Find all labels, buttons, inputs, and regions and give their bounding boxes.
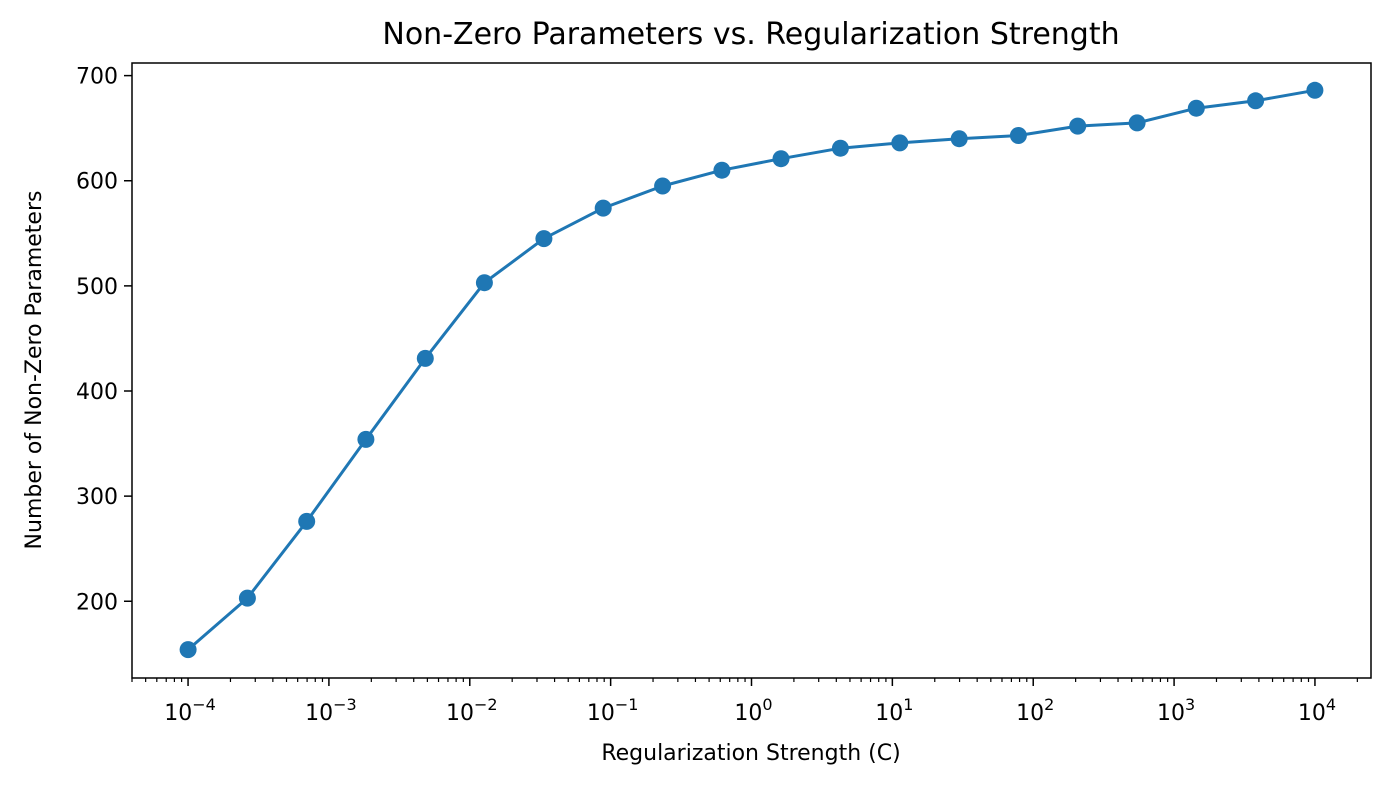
y-tick-label: 400: [76, 380, 118, 405]
x-tick-label: 101: [875, 695, 913, 726]
x-axis-label: Regularization Strength (C): [601, 741, 900, 766]
x-tick-label: 103: [1157, 695, 1195, 726]
x-tick-label: 100: [734, 695, 772, 726]
data-point: [831, 139, 849, 157]
x-tick-label: 10−2: [446, 695, 498, 726]
x-tick-label: 102: [1016, 695, 1054, 726]
series-line: [187, 88, 1316, 651]
data-point: [1069, 117, 1087, 135]
data-point: [1128, 114, 1146, 132]
x-tick-label: 104: [1298, 695, 1336, 726]
chart-title: Non-Zero Parameters vs. Regularization S…: [382, 17, 1119, 52]
data-point: [1247, 92, 1265, 110]
data-point: [357, 430, 375, 448]
y-tick-label: 300: [76, 485, 118, 510]
data-point: [772, 150, 790, 168]
y-axis-label: Number of Non-Zero Parameters: [22, 191, 47, 550]
y-tick-label: 600: [76, 170, 118, 195]
data-point: [238, 589, 256, 607]
data-point: [179, 641, 197, 659]
data-point: [298, 512, 316, 530]
data-point: [1306, 81, 1324, 99]
data-point: [891, 134, 909, 152]
x-tick-label: 10−1: [587, 695, 639, 726]
data-point: [535, 230, 553, 248]
plot-frame: [131, 62, 1372, 679]
data-point: [475, 274, 493, 292]
data-point: [594, 199, 612, 217]
data-point: [950, 130, 968, 148]
data-point: [1187, 99, 1205, 117]
y-tick-label: 200: [76, 590, 118, 615]
x-tick-label: 10−4: [164, 695, 216, 726]
data-point: [1009, 127, 1027, 144]
y-tick-label: 700: [76, 65, 118, 90]
x-tick-label: 10−3: [305, 695, 357, 726]
data-point: [654, 177, 672, 195]
data-point: [713, 161, 731, 179]
data-point: [416, 349, 434, 367]
y-tick-label: 500: [76, 275, 118, 300]
